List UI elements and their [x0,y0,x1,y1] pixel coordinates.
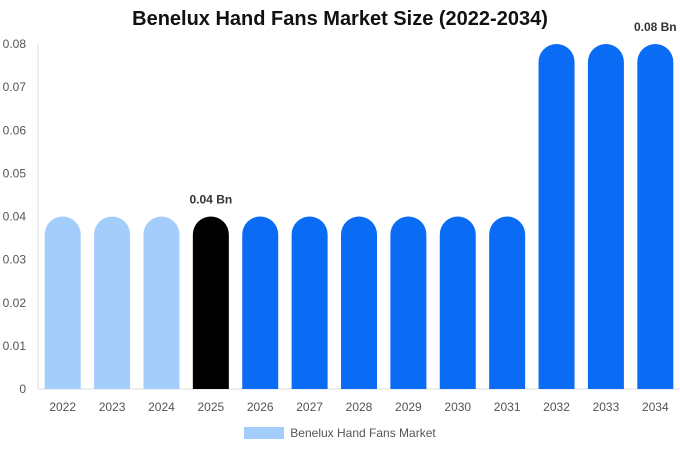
bar [439,216,476,389]
x-tick-label: 2028 [346,400,373,414]
bar [538,44,575,389]
y-tick-label: 0.08 [3,37,27,51]
y-tick-label: 0.06 [3,123,27,137]
x-tick-label: 2033 [593,400,620,414]
y-tick-label: 0.05 [3,166,27,180]
x-tick-label: 2024 [148,400,175,414]
x-tick-label: 2022 [49,400,76,414]
bar [291,216,328,389]
y-tick-label: 0.01 [3,339,27,353]
y-tick-label: 0.04 [3,210,27,224]
bar [44,216,81,389]
data-labels: 0.04 Bn 0.08 Bn [190,20,677,207]
bar [489,216,526,389]
bar [637,44,674,389]
y-tick-label: 0.03 [3,253,27,267]
legend-swatch [244,427,285,439]
y-axis: 0 0.01 0.02 0.03 0.04 0.05 0.06 0.07 0.08 [3,37,39,396]
bar [192,216,229,389]
x-tick-label: 2025 [197,400,224,414]
data-label: 0.08 Bn [634,20,677,34]
bar [341,216,377,389]
bar [94,216,131,389]
x-axis: 2022 2023 2024 2025 2026 2027 2028 2029 2030 2031… [38,388,680,414]
chart-title: Benelux Hand Fans Market Size (2022-2034… [132,8,548,30]
y-tick-label: 0.02 [3,296,27,310]
bar [143,216,180,389]
bars [44,44,674,389]
x-tick-label: 2030 [444,400,471,414]
bar [242,216,279,389]
legend-label: Benelux Hand Fans Market [290,426,436,440]
y-tick-label: 0.07 [3,80,27,94]
x-tick-label: 2029 [395,400,422,414]
x-tick-label: 2027 [296,400,323,414]
bar [390,216,427,389]
data-label: 0.04 Bn [190,193,233,207]
legend: Benelux Hand Fans Market [0,426,680,440]
x-tick-label: 2034 [642,400,669,414]
y-tick-label: 0 [19,382,26,396]
x-tick-label: 2023 [99,400,126,414]
x-tick-label: 2031 [494,400,521,414]
x-tick-label: 2032 [543,400,570,414]
x-tick-label: 2026 [247,400,274,414]
bar [587,44,624,389]
